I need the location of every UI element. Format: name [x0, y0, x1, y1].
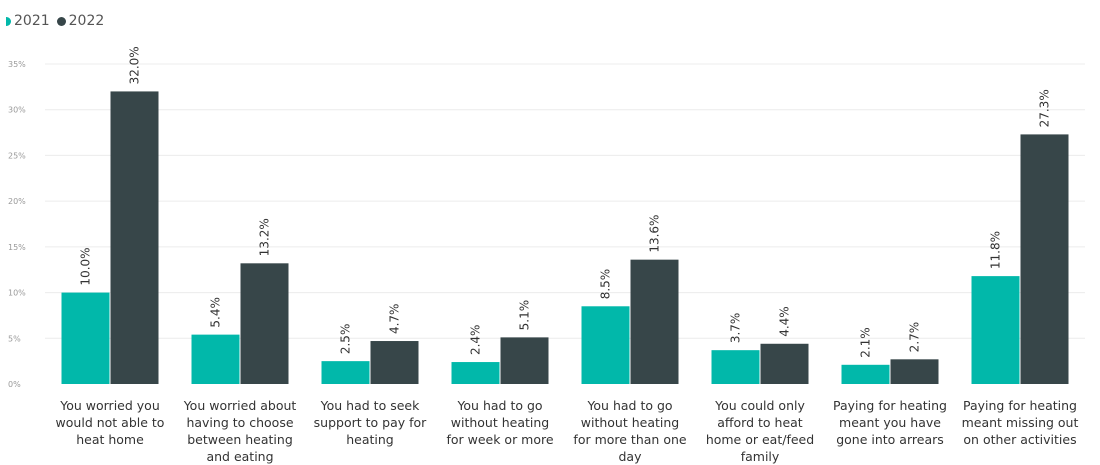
- bar-2021[interactable]: [971, 276, 1020, 384]
- legend-label-2022: 2022: [68, 13, 105, 29]
- category-label: for more than one: [573, 432, 686, 447]
- category-label: between heating: [187, 432, 293, 447]
- bar-2021[interactable]: [841, 364, 890, 384]
- chart-legend: 2021 2022: [6, 11, 111, 31]
- legend-item-2022[interactable]: 2022: [56, 13, 105, 29]
- data-label-2022: 27.3%: [1038, 89, 1052, 127]
- bar-2021[interactable]: [581, 306, 630, 384]
- bar-2022[interactable]: [240, 263, 289, 384]
- data-label-2021: 11.8%: [989, 231, 1003, 269]
- legend-swatch-2021: [6, 16, 11, 26]
- category-label: without heating: [451, 415, 549, 430]
- data-label-2022: 13.2%: [258, 218, 272, 256]
- y-tick-label: 5%: [8, 334, 21, 343]
- category-label: You worried about: [183, 398, 297, 413]
- bar-2022[interactable]: [760, 343, 809, 384]
- data-label-2021: 2.4%: [469, 325, 483, 356]
- y-tick-label: 20%: [8, 197, 26, 206]
- bar-2022[interactable]: [1020, 134, 1069, 384]
- data-label-2021: 3.7%: [729, 313, 743, 344]
- category-label: without heating: [581, 415, 679, 430]
- category-label: day: [619, 449, 643, 464]
- data-label-2021: 10.0%: [79, 247, 93, 285]
- category-label: You had to go: [586, 398, 672, 413]
- data-label-2022: 2.7%: [908, 322, 922, 353]
- bar-2021[interactable]: [191, 334, 240, 384]
- data-label-2021: 2.5%: [339, 324, 353, 355]
- data-label-2021: 2.1%: [859, 327, 873, 358]
- legend-item-2021[interactable]: 2021: [6, 13, 50, 29]
- data-label-2021: 8.5%: [599, 269, 613, 300]
- category-label: You could only: [714, 398, 805, 413]
- category-label: You had to go: [456, 398, 542, 413]
- category-label: support to pay for: [314, 415, 428, 430]
- category-label: would not able to: [56, 415, 165, 430]
- data-label-2022: 32.0%: [128, 46, 142, 84]
- category-label: family: [741, 449, 780, 464]
- category-label: heat home: [76, 432, 144, 447]
- bar-2022[interactable]: [890, 359, 939, 384]
- y-tick-label: 15%: [8, 243, 26, 252]
- data-label-2022: 4.4%: [778, 306, 792, 337]
- bar-2022[interactable]: [370, 341, 419, 384]
- category-label: Paying for heating: [833, 398, 947, 413]
- legend-swatch-2022: [56, 16, 66, 26]
- bar-2022[interactable]: [500, 337, 549, 384]
- bar-2021[interactable]: [451, 362, 500, 384]
- bar-2022[interactable]: [630, 259, 679, 384]
- data-label-2022: 4.7%: [388, 304, 402, 335]
- category-label: for week or more: [446, 432, 553, 447]
- bar-2021[interactable]: [321, 361, 370, 384]
- category-label: You worried you: [59, 398, 160, 413]
- y-tick-label: 30%: [8, 106, 26, 115]
- category-label: meant missing out: [962, 415, 1079, 430]
- data-label-2021: 5.4%: [209, 297, 223, 328]
- bar-2022[interactable]: [110, 91, 159, 384]
- data-label-2022: 13.6%: [648, 215, 662, 253]
- bar-2021[interactable]: [711, 350, 760, 384]
- category-label: on other activities: [963, 432, 1076, 447]
- y-tick-label: 35%: [8, 60, 26, 69]
- y-tick-label: 10%: [8, 289, 26, 298]
- category-label: heating: [346, 432, 394, 447]
- bar-2021[interactable]: [61, 292, 110, 384]
- category-label: meant you have: [839, 415, 941, 430]
- y-tick-label: 0%: [8, 380, 21, 389]
- category-label: home or eat/feed: [706, 432, 814, 447]
- legend-label-2021: 2021: [14, 13, 50, 29]
- category-label: afford to heat: [717, 415, 803, 430]
- category-label: You had to seek: [320, 398, 420, 413]
- category-label: and eating: [206, 449, 273, 464]
- data-label-2022: 5.1%: [518, 300, 532, 331]
- category-label: gone into arrears: [836, 432, 944, 447]
- category-label: having to choose: [186, 415, 293, 430]
- category-label: Paying for heating: [963, 398, 1077, 413]
- y-tick-label: 25%: [8, 151, 26, 160]
